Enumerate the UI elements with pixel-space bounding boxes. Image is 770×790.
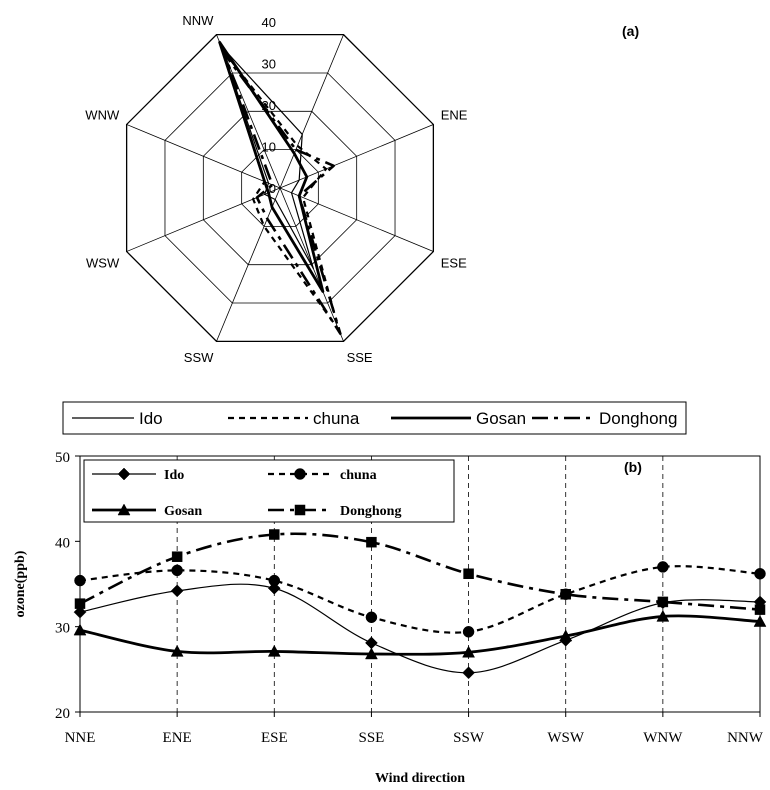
radar-tick-label: 20 — [262, 98, 276, 113]
radar-series-gosan — [218, 40, 325, 293]
legend-a-frame — [62, 401, 687, 435]
legend-a-label-ido: Ido — [139, 409, 163, 428]
point-donghong — [560, 588, 571, 600]
point-gosan — [656, 609, 670, 622]
point-donghong — [657, 596, 669, 608]
radar-axis-label-nnw: NNW — [182, 13, 214, 28]
panel-label-b: (b) — [624, 459, 642, 475]
point-chuna — [657, 561, 669, 573]
legend-a-label-chuna: chuna — [313, 409, 360, 428]
point-chuna — [365, 611, 378, 624]
x-tick-label: SSW — [453, 730, 485, 746]
legend-b-label-ido: Ido — [164, 468, 184, 483]
point-ido — [170, 584, 184, 598]
x-tick-label: NNE — [65, 730, 96, 746]
radar-spokes — [126, 34, 434, 342]
x-tick-label: NNW — [727, 730, 764, 746]
x-tick-label: ENE — [163, 730, 192, 746]
point-donghong — [74, 598, 86, 609]
point-gosan — [462, 645, 475, 658]
legend-b-marker-ido — [117, 467, 131, 481]
radar-spoke — [216, 34, 281, 189]
point-chuna — [268, 574, 281, 587]
x-tick-label: SSE — [358, 730, 384, 746]
legend-a-label-donghong: Donghong — [599, 409, 677, 428]
legend-b-marker-gosan — [117, 503, 131, 516]
line-series-chuna — [79, 565, 761, 634]
radar-tick-label: 10 — [262, 140, 276, 155]
radar-tick-label: 0 — [269, 181, 276, 196]
line-chart-series — [73, 529, 767, 680]
legend-a-label-gosan: Gosan — [476, 409, 526, 428]
y-tick-label: 40 — [55, 535, 70, 551]
radar-series — [218, 40, 342, 335]
radar-axis-labels: ENE ESE SSE SSW WSW WNW NNW — [85, 13, 468, 365]
point-donghong — [366, 536, 377, 548]
line-series-donghong — [79, 532, 761, 611]
panel-label-a: (a) — [622, 23, 639, 39]
legend-b-marker-donghong — [294, 504, 306, 516]
point-chuna — [74, 574, 86, 587]
point-gosan — [267, 644, 281, 657]
legend-b-label-chuna: chuna — [340, 468, 377, 483]
radar-axis-label-sse: SSE — [347, 350, 373, 365]
legend-b-frame — [83, 459, 455, 523]
legend-a: Ido chuna Gosan Donghong — [62, 401, 687, 435]
line-series-gosan — [79, 614, 761, 656]
point-chuna — [171, 564, 183, 577]
radar-spoke — [279, 34, 344, 189]
point-ido — [462, 666, 475, 680]
radar-axis-label-ese: ESE — [441, 256, 467, 271]
x-tick-label: WNW — [643, 730, 683, 746]
x-tick-label: WSW — [547, 730, 585, 746]
y-axis-title: ozone(ppb) — [13, 550, 28, 617]
radar-axis-label-ssw: SSW — [184, 350, 214, 365]
legend-b-label-donghong: Donghong — [340, 504, 401, 519]
radar-tick-label: 40 — [262, 15, 276, 30]
y-tick-label: 50 — [55, 450, 70, 466]
point-gosan — [73, 623, 87, 636]
point-ido — [73, 605, 87, 619]
line-series-ido — [79, 583, 761, 674]
radar-axis-label-wsw: WSW — [86, 256, 120, 271]
radar-spoke — [279, 187, 434, 252]
radar-spoke — [126, 124, 281, 189]
radar-series-donghong — [223, 52, 342, 335]
x-axis-title: Wind direction — [375, 771, 465, 786]
radar-axis-label-wnw: WNW — [85, 107, 120, 122]
point-chuna — [754, 568, 766, 580]
point-gosan — [753, 615, 767, 627]
point-gosan — [559, 629, 573, 642]
legend-b-label-gosan: Gosan — [164, 504, 202, 519]
point-gosan — [365, 647, 378, 660]
radar-tick-labels: 0 10 20 30 40 — [262, 15, 276, 196]
point-gosan — [170, 644, 184, 657]
y-tick-label: 20 — [55, 706, 70, 722]
point-donghong — [269, 529, 280, 540]
radar-spoke — [216, 187, 281, 342]
y-tick-labels: 20 30 40 50 — [55, 450, 70, 722]
legend-b-marker-chuna — [294, 468, 306, 480]
point-donghong — [754, 604, 766, 615]
radar-series-chuna — [221, 48, 340, 331]
y-tick-label: 30 — [55, 621, 70, 637]
point-chuna — [462, 626, 475, 638]
radar-chart: 0 10 20 30 40 ENE ESE SSE SSW WSW WNW NNW (a) — [85, 13, 639, 365]
point-donghong — [171, 551, 183, 562]
x-tick-label: ESE — [261, 730, 288, 746]
point-donghong — [463, 568, 474, 580]
x-tick-labels: NNE ENE ESE SSE SSW WSW WNW NNW — [65, 730, 764, 746]
radar-tick-label: 30 — [262, 57, 276, 72]
radar-axis-label-ene: ENE — [441, 107, 468, 122]
legend-b: Ido chuna Gosan Donghong — [83, 459, 455, 523]
line-chart: 20 30 40 50 NNE ENE ESE SSE SSW WSW WNW NNW Wind d… — [13, 450, 767, 786]
